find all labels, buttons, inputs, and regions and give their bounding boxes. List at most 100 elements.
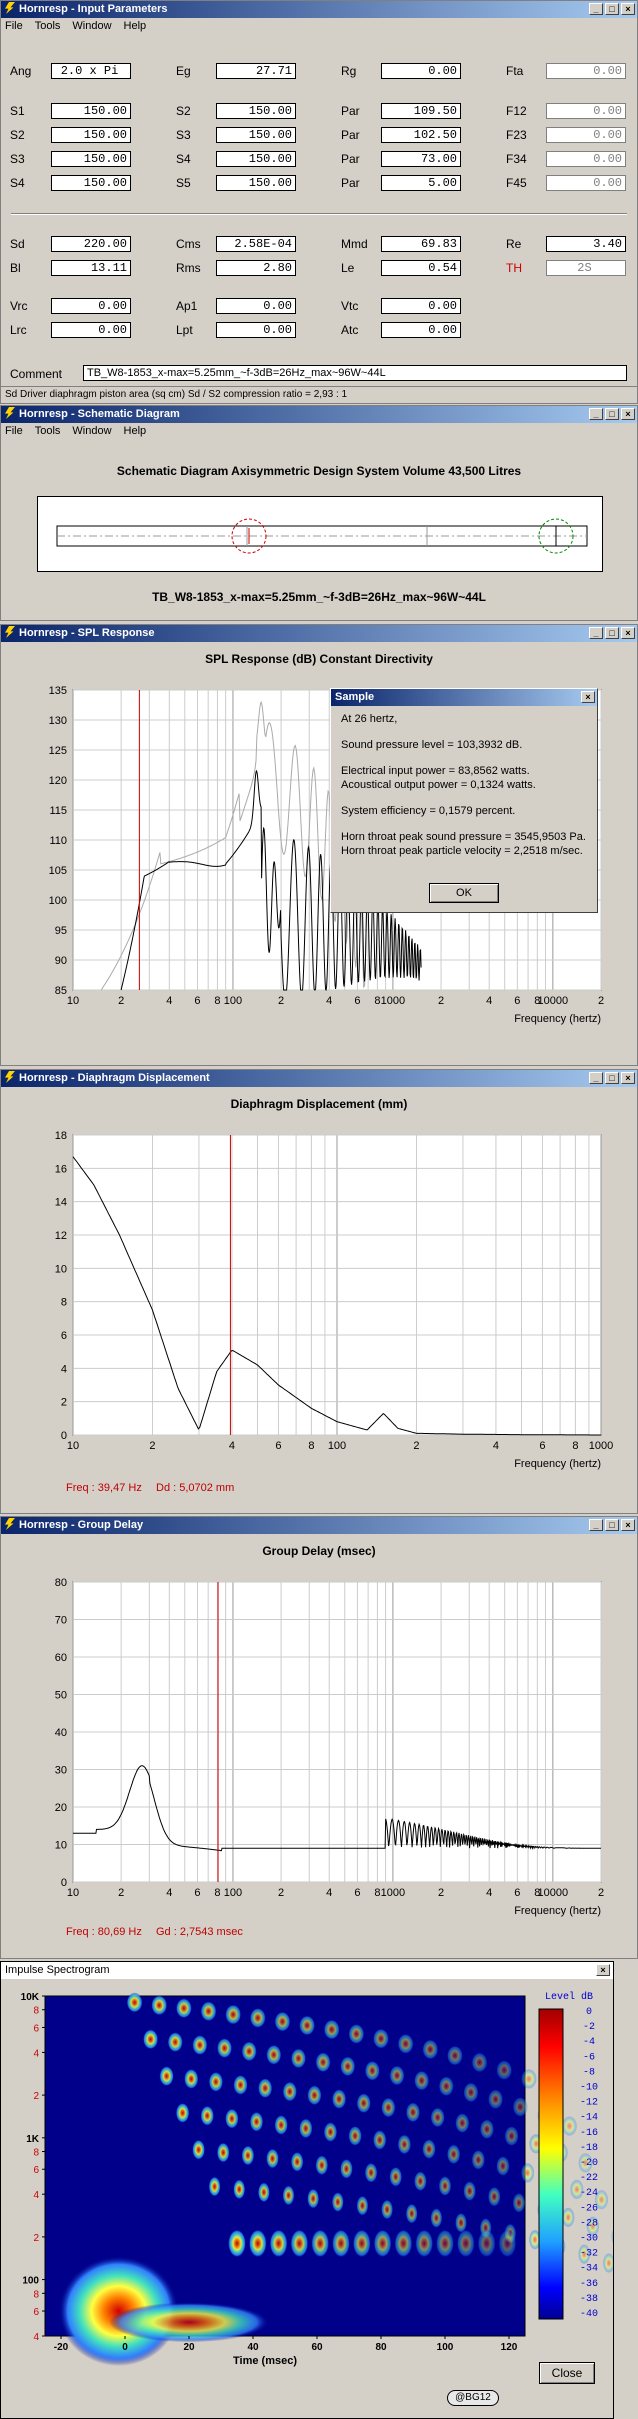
x-tick-label: 4 bbox=[486, 995, 492, 1007]
ok-button[interactable]: OK bbox=[429, 883, 499, 903]
dialog-line: At 26 hertz, bbox=[341, 713, 398, 725]
close-dialog-button[interactable]: Close bbox=[539, 2362, 595, 2384]
param-field-s4[interactable]: 150.00 bbox=[216, 151, 296, 167]
menu-tools[interactable]: Tools bbox=[34, 20, 61, 32]
param-field-atc[interactable]: 0.00 bbox=[381, 322, 461, 338]
maximize-button[interactable]: □ bbox=[605, 3, 619, 15]
schematic-footer: TB_W8-1853_x-max=5.25mm_~f-3dB=26Hz_max~… bbox=[152, 590, 486, 604]
title-bar[interactable]: Hornresp - Schematic Diagram _ □ × bbox=[1, 406, 637, 423]
minimize-button[interactable]: _ bbox=[589, 3, 603, 15]
x-tick-label: 100 bbox=[437, 2342, 454, 2353]
param-field-s2[interactable]: 150.00 bbox=[216, 103, 296, 119]
param-field-par[interactable]: 102.50 bbox=[381, 127, 461, 143]
x-tick-label: 4 bbox=[166, 1887, 172, 1899]
energy-ridge bbox=[477, 2229, 496, 2258]
window-title: Hornresp - Diaphragm Displacement bbox=[19, 1072, 210, 1084]
param-field-eg[interactable]: 27.71 bbox=[216, 63, 296, 79]
close-button[interactable]: × bbox=[621, 408, 635, 420]
maximize-button[interactable]: □ bbox=[605, 1072, 619, 1084]
param-field-ap1[interactable]: 0.00 bbox=[216, 298, 296, 314]
close-button[interactable]: × bbox=[621, 627, 635, 639]
param-field-par[interactable]: 109.50 bbox=[381, 103, 461, 119]
param-field-th[interactable]: 2S bbox=[546, 260, 626, 276]
energy-ridge bbox=[611, 2229, 613, 2244]
menu-tools[interactable]: Tools bbox=[34, 425, 61, 437]
maximize-button[interactable]: □ bbox=[605, 408, 619, 420]
energy-blob bbox=[109, 2302, 269, 2343]
y-tick-label: 8 bbox=[33, 2006, 39, 2017]
minimize-button[interactable]: _ bbox=[589, 1072, 603, 1084]
param-field-re[interactable]: 3.40 bbox=[546, 236, 626, 252]
x-tick-label: 1000 bbox=[381, 995, 405, 1007]
energy-ridge bbox=[225, 2004, 242, 2025]
minimize-button[interactable]: _ bbox=[589, 408, 603, 420]
param-field-bl[interactable]: 13.11 bbox=[51, 260, 131, 276]
legend-label: -20 bbox=[580, 2158, 598, 2169]
y-tick-label: 70 bbox=[55, 1615, 67, 1627]
energy-ridge bbox=[602, 2253, 613, 2274]
minimize-button[interactable]: _ bbox=[589, 627, 603, 639]
minimize-button[interactable]: _ bbox=[589, 1519, 603, 1531]
title-bar[interactable]: Impulse Spectrogram × bbox=[1, 1962, 613, 1979]
param-field-par[interactable]: 5.00 bbox=[381, 175, 461, 191]
close-button[interactable]: × bbox=[621, 1072, 635, 1084]
comment-field[interactable]: TB_W8-1853_x-max=5.25mm_~f-3dB=26Hz_max~… bbox=[83, 365, 627, 381]
close-button[interactable]: × bbox=[621, 1519, 635, 1531]
title-bar[interactable]: Hornresp - SPL Response _ □ × bbox=[1, 625, 637, 642]
param-field-rms[interactable]: 2.80 bbox=[216, 260, 296, 276]
x-tick-label: 10000 bbox=[538, 995, 569, 1007]
schematic-window: Hornresp - Schematic Diagram _ □ × File T… bbox=[0, 405, 638, 621]
close-button[interactable]: × bbox=[621, 3, 635, 15]
energy-ridge bbox=[586, 2216, 600, 2237]
maximize-button[interactable]: □ bbox=[605, 1519, 619, 1531]
param-field-fta[interactable]: 0.00 bbox=[546, 63, 626, 79]
param-field-ang[interactable]: 2.0 x Pi bbox=[51, 63, 131, 79]
param-field-f12[interactable]: 0.00 bbox=[546, 103, 626, 119]
param-label: Lpt bbox=[176, 323, 193, 337]
menu-help[interactable]: Help bbox=[123, 20, 147, 32]
param-field-f23[interactable]: 0.00 bbox=[546, 127, 626, 143]
param-field-cms[interactable]: 2.58E-04 bbox=[216, 236, 296, 252]
maximize-button[interactable]: □ bbox=[605, 627, 619, 639]
menu-window[interactable]: Window bbox=[72, 20, 112, 32]
menu-help[interactable]: Help bbox=[123, 425, 147, 437]
param-field-lrc[interactable]: 0.00 bbox=[51, 322, 131, 338]
energy-ridge bbox=[266, 2044, 282, 2065]
param-field-f45[interactable]: 0.00 bbox=[546, 175, 626, 191]
menu-window[interactable]: Window bbox=[72, 425, 112, 437]
y-tick-label: 120 bbox=[49, 775, 67, 787]
energy-ridge bbox=[307, 2085, 322, 2106]
param-field-vrc[interactable]: 0.00 bbox=[51, 298, 131, 314]
param-field-rg[interactable]: 0.00 bbox=[381, 63, 461, 79]
param-field-par[interactable]: 73.00 bbox=[381, 151, 461, 167]
x-tick-label: 10 bbox=[67, 1440, 79, 1452]
param-field-le[interactable]: 0.54 bbox=[381, 260, 461, 276]
param-field-s3[interactable]: 150.00 bbox=[216, 127, 296, 143]
param-field-lpt[interactable]: 0.00 bbox=[216, 322, 296, 338]
title-bar[interactable]: Hornresp - Group Delay _ □ × bbox=[1, 1517, 637, 1534]
param-field-s4[interactable]: 150.00 bbox=[51, 175, 131, 191]
param-field-sd[interactable]: 220.00 bbox=[51, 236, 131, 252]
param-field-s3[interactable]: 150.00 bbox=[51, 151, 131, 167]
title-bar[interactable]: Hornresp - Input Parameters _ □ × bbox=[1, 1, 637, 18]
dialog-close-button[interactable]: × bbox=[581, 691, 595, 703]
energy-ridge bbox=[405, 2102, 421, 2123]
param-label: Eg bbox=[176, 64, 191, 78]
menu-file[interactable]: File bbox=[5, 20, 23, 32]
energy-ridge bbox=[397, 2134, 412, 2155]
energy-ridge bbox=[520, 2068, 537, 2089]
y-tick-label: 60 bbox=[55, 1652, 67, 1664]
comment-label: Comment bbox=[10, 367, 63, 381]
energy-ridge bbox=[299, 2015, 316, 2036]
param-field-s1[interactable]: 150.00 bbox=[51, 103, 131, 119]
x-tick-label: 8 bbox=[374, 995, 380, 1007]
param-field-mmd[interactable]: 69.83 bbox=[381, 236, 461, 252]
param-field-f34[interactable]: 0.00 bbox=[546, 151, 626, 167]
param-field-vtc[interactable]: 0.00 bbox=[381, 298, 461, 314]
close-button[interactable]: × bbox=[596, 1964, 610, 1976]
param-field-s5[interactable]: 150.00 bbox=[216, 175, 296, 191]
legend-label: -40 bbox=[580, 2309, 598, 2320]
menu-file[interactable]: File bbox=[5, 425, 23, 437]
param-field-s2[interactable]: 150.00 bbox=[51, 127, 131, 143]
title-bar[interactable]: Hornresp - Diaphragm Displacement _ □ × bbox=[1, 1070, 637, 1087]
